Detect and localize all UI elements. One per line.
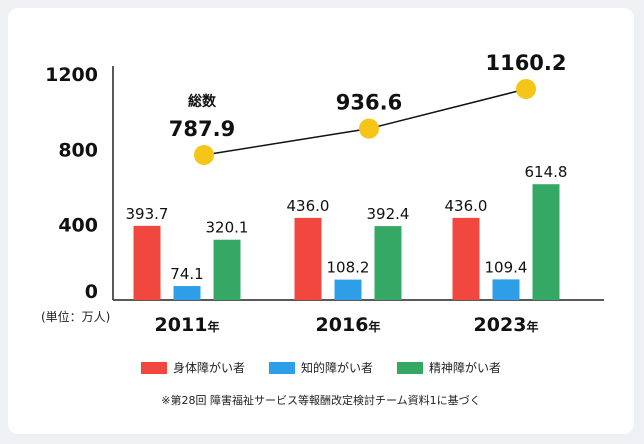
legend-item-intellectual: 知的障がい者 [268,359,373,376]
total-point [516,79,536,99]
bar [213,239,241,300]
total-value-label: 936.6 [336,91,402,115]
bar-value-label: 74.1 [170,265,203,283]
chart: 0 400 800 1200 (単位：万人) 393.7 74.1 320.1 2011年 436… [41,51,604,336]
bar-value-label: 393.7 [126,205,169,223]
total-series-label: 総数 [188,93,217,110]
bar-value-label: 614.8 [525,163,568,181]
bar-value-label: 392.4 [367,205,410,223]
legend-swatch-mental [397,361,423,374]
bar [492,279,520,300]
total-point [359,118,379,139]
legend-item-mental: 精神障がい者 [397,359,501,376]
legend: 身体障がい者 知的障がい者 精神障がい者 [8,359,634,376]
chart-card: 0 400 800 1200 (単位：万人) 393.7 74.1 320.1 2011年 436… [8,8,634,434]
legend-label-physical: 身体障がい者 [172,361,245,375]
total-value-label: 1160.2 [485,51,566,75]
bar [173,286,201,300]
bar [374,226,402,300]
legend-item-physical: 身体障がい者 [140,359,245,376]
bar [532,184,560,300]
legend-swatch-intellectual [268,361,295,374]
y-tick-label: 400 [58,215,98,237]
legend-swatch-physical [140,361,167,374]
bar-value-label: 436.0 [287,197,330,215]
bar-value-label: 108.2 [327,259,370,277]
bar [133,225,161,300]
bar [294,217,322,300]
total-point [194,145,214,165]
legend-label-intellectual: 知的障がい者 [300,361,373,375]
bar-value-label: 320.1 [206,219,249,237]
footnote: ※第28回 障害福祉サービス等報酬改定検討チーム資料1に基づく [161,394,481,407]
bar [334,279,362,300]
bar-value-label: 109.4 [485,258,528,276]
legend-label-mental: 精神障がい者 [429,361,502,375]
bar-value-label: 436.0 [445,197,488,215]
x-tick-label: 2016年 [316,314,381,336]
y-tick-label: 1200 [45,64,98,86]
unit-label: (単位：万人) [41,309,110,324]
x-tick-label: 2011年 [155,314,220,336]
bar [452,217,480,300]
y-tick-label: 0 [85,281,98,303]
x-tick-label: 2023年 [474,314,539,336]
y-tick-label: 800 [58,139,98,161]
total-value-label: 787.9 [169,117,235,141]
